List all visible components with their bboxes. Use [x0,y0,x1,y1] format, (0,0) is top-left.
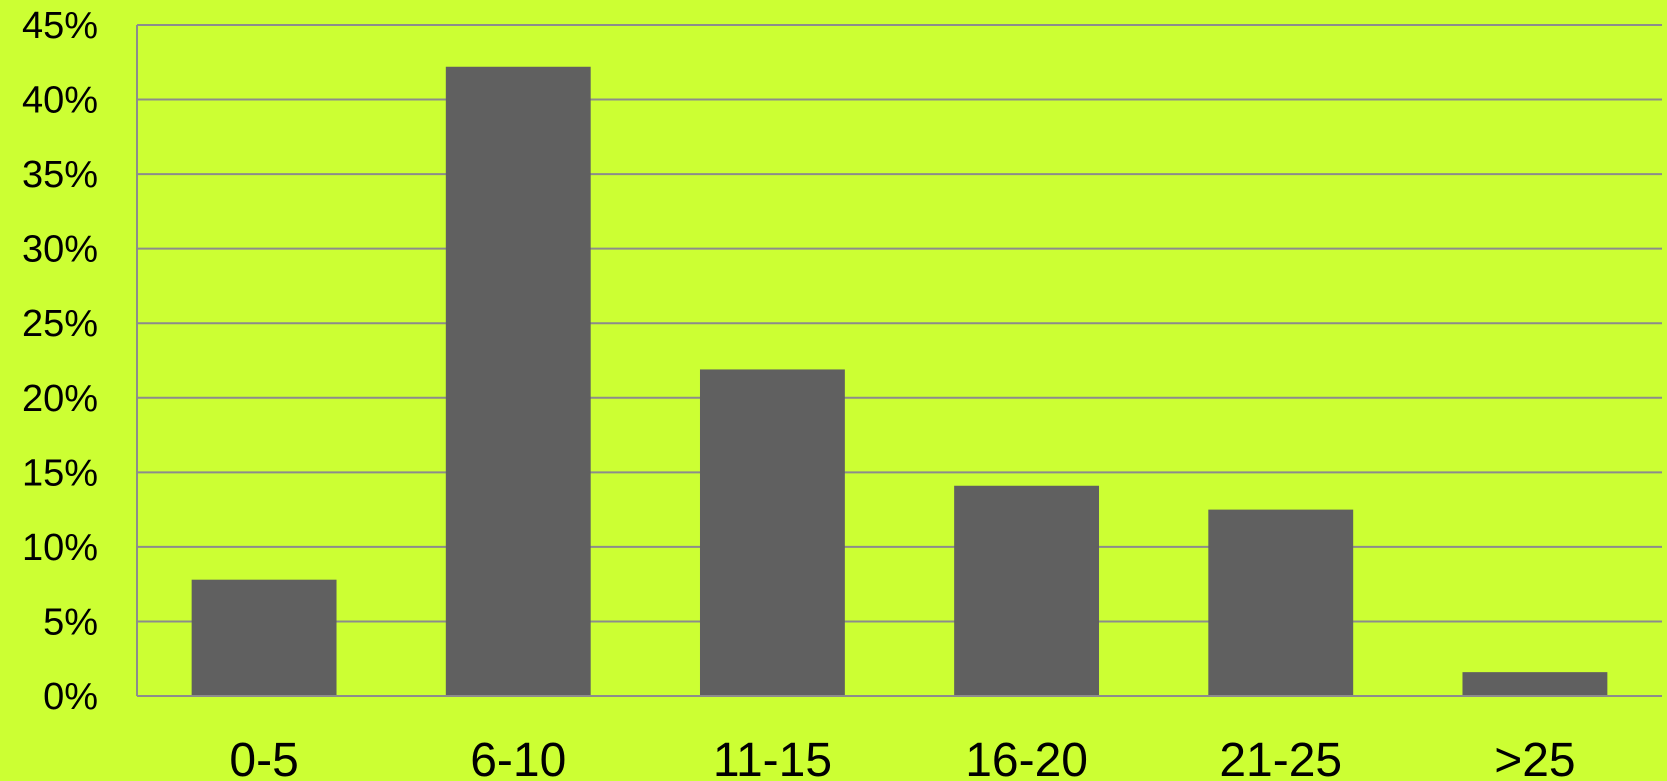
x-tick-label: >25 [1494,734,1575,781]
bar-2 [699,369,845,696]
bar-1 [445,66,591,697]
x-tick-label: 6-10 [470,734,566,781]
y-tick-label: 30% [22,229,98,271]
x-tick-label: 11-15 [713,734,832,781]
x-tick-label: 0-5 [229,734,298,781]
y-tick-label: 20% [22,378,98,420]
gridlines [137,24,1662,623]
bar-4 [1208,509,1354,696]
y-tick-label: 40% [22,80,98,122]
y-tick-label: 35% [22,154,98,196]
y-tick-label: 15% [22,452,98,494]
y-axis-tick-labels: 0% 5% 10% 15% 20% 25% 30% 35% 40% 45% [22,5,98,718]
x-tick-label: 21-25 [1219,734,1342,781]
x-tick-label: 16-20 [965,734,1088,781]
y-tick-label: 10% [22,527,98,569]
y-tick-label: 25% [22,303,98,345]
bars [191,66,1608,697]
y-tick-label: 5% [43,601,98,643]
y-tick-label: 45% [22,5,98,47]
bar-5 [1462,672,1608,696]
bar-3 [954,485,1100,696]
y-tick-label: 0% [43,676,98,718]
x-axis-tick-labels: 0-5 6-10 11-15 16-20 21-25 >25 [229,734,1575,781]
bar-0 [191,579,337,696]
